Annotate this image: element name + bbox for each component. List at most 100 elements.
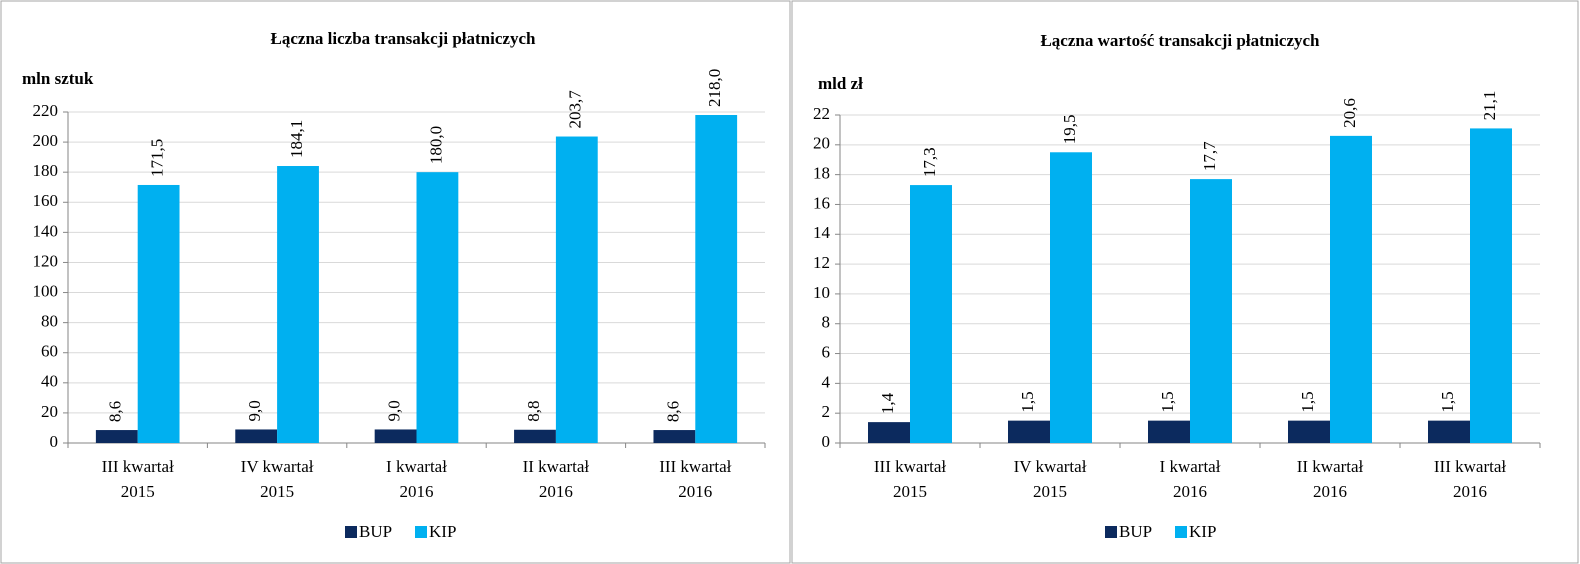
panel-border (0, 0, 791, 564)
data-label: 8,8 (524, 401, 543, 422)
y-tick-label: 16 (813, 193, 830, 212)
y-tick-label: 200 (33, 131, 59, 150)
bar (235, 429, 278, 443)
y-tick-label: 12 (813, 253, 830, 272)
x-tick-label: I kwartał (1160, 457, 1221, 476)
bar (95, 430, 138, 443)
x-tick-label: 2015 (121, 482, 155, 501)
data-label: 218,0 (705, 69, 724, 107)
y-tick-label: 20 (41, 402, 58, 421)
x-tick-label: III kwartał (659, 457, 731, 476)
bar (514, 429, 556, 443)
legend-swatch (1175, 526, 1187, 538)
x-tick-label: II kwartał (1297, 457, 1364, 476)
bar (1428, 420, 1470, 443)
data-label: 17,7 (1200, 141, 1219, 171)
x-tick-label: I kwartał (386, 457, 447, 476)
bar (277, 166, 319, 443)
data-label: 1,5 (1018, 391, 1037, 412)
data-label: 20,6 (1340, 98, 1359, 128)
bar (653, 430, 696, 443)
data-label: 1,5 (1298, 391, 1317, 412)
data-label: 19,5 (1060, 115, 1079, 145)
y-tick-label: 0 (50, 432, 59, 451)
legend-label: KIP (1189, 522, 1216, 541)
x-tick-label: IV kwartał (241, 457, 314, 476)
y-tick-label: 160 (33, 191, 59, 210)
y-tick-label: 20 (813, 134, 830, 153)
x-tick-label: IV kwartał (1014, 457, 1087, 476)
x-tick-label: III kwartał (874, 457, 946, 476)
legend-swatch (415, 526, 427, 538)
y-tick-label: 120 (33, 251, 59, 270)
legend-swatch (1105, 526, 1117, 538)
x-tick-label: 2015 (260, 482, 294, 501)
x-tick-label: 2016 (539, 482, 573, 501)
bar (137, 184, 180, 443)
bar (910, 185, 952, 443)
data-label: 21,1 (1480, 91, 1499, 121)
y-tick-label: 2 (822, 402, 831, 421)
bar (695, 115, 738, 443)
chart-title: Łączna wartość transakcji płatniczych (1040, 31, 1320, 50)
data-label: 9,0 (384, 400, 403, 421)
bar (416, 172, 459, 443)
legend-label: KIP (429, 522, 456, 541)
bar (1330, 135, 1372, 443)
y-tick-label: 4 (822, 372, 831, 391)
x-tick-label: 2016 (1313, 482, 1347, 501)
y-tick-label: 100 (33, 281, 59, 300)
bar (1008, 420, 1050, 443)
x-tick-label: 2016 (400, 482, 434, 501)
data-label: 1,5 (1438, 391, 1457, 412)
legend-label: BUP (359, 522, 392, 541)
data-label: 9,0 (245, 400, 264, 421)
bar (555, 136, 598, 443)
data-label: 180,0 (426, 126, 445, 164)
y-tick-label: 22 (813, 104, 830, 123)
bar (1148, 420, 1190, 443)
legend-label: BUP (1119, 522, 1152, 541)
chart-title: Łączna liczba transakcji płatniczych (271, 29, 536, 48)
data-label: 184,1 (287, 120, 306, 158)
y-tick-label: 40 (41, 372, 58, 391)
data-label: 171,5 (148, 139, 167, 177)
data-label: 203,7 (566, 90, 585, 129)
bar (868, 422, 910, 443)
bar (1288, 420, 1330, 443)
x-tick-label: III kwartał (102, 457, 174, 476)
bar (1050, 152, 1092, 444)
legend-swatch (345, 526, 357, 538)
data-label: 1,5 (1158, 391, 1177, 412)
data-label: 1,4 (878, 392, 897, 414)
panel-border (791, 0, 1579, 564)
y-tick-label: 0 (822, 432, 831, 451)
y-tick-label: 60 (41, 342, 58, 361)
x-tick-label: 2016 (678, 482, 712, 501)
data-label: 8,6 (663, 401, 682, 422)
data-label: 17,3 (920, 147, 939, 177)
y-tick-label: 6 (822, 342, 831, 361)
y-axis-label: mld zł (818, 74, 863, 93)
x-tick-label: 2015 (1033, 482, 1067, 501)
y-tick-label: 10 (813, 283, 830, 302)
y-tick-label: 180 (33, 161, 59, 180)
y-tick-label: 8 (822, 313, 831, 332)
data-label: 8,6 (106, 401, 125, 422)
y-tick-label: 140 (33, 221, 59, 240)
x-tick-label: 2016 (1173, 482, 1207, 501)
y-axis-label: mln sztuk (22, 69, 94, 88)
y-tick-label: 220 (33, 101, 59, 120)
x-tick-label: 2015 (893, 482, 927, 501)
x-tick-label: II kwartał (523, 457, 590, 476)
bar (1190, 179, 1232, 444)
x-tick-label: 2016 (1453, 482, 1487, 501)
bar (374, 429, 417, 443)
y-tick-label: 80 (41, 312, 58, 331)
y-tick-label: 18 (813, 164, 830, 183)
y-tick-label: 14 (813, 223, 831, 242)
x-tick-label: III kwartał (1434, 457, 1506, 476)
bar (1470, 128, 1512, 443)
